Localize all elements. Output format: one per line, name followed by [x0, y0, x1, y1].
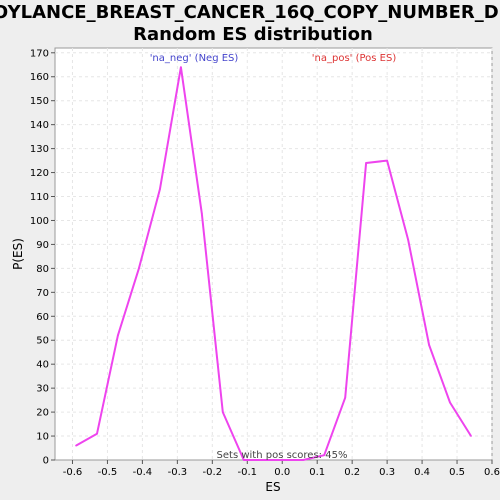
y-tick-label: 160 [30, 72, 49, 83]
es-data-point [323, 454, 325, 457]
y-tick-label: 130 [30, 144, 49, 155]
y-tick-label: 90 [36, 240, 49, 251]
y-axis-label: P(ES) [11, 238, 25, 270]
es-data-point [386, 159, 388, 162]
es-data-point [344, 396, 346, 399]
pos-es-annotation: 'na_pos' (Pos ES) [312, 53, 397, 64]
chart-title-line2: Random ES distribution [133, 24, 373, 45]
es-data-point [138, 267, 140, 270]
y-tick-label: 20 [36, 408, 49, 419]
es-data-point [281, 459, 284, 461]
es-data-point [201, 212, 203, 215]
es-data-point [302, 459, 305, 461]
es-data-point [470, 435, 472, 437]
axes: -0.6 -0.5 -0.4 -0.3 -0.2 -0.1 0.0 0.1 0.2 0.3 0.4 0… [30, 48, 500, 478]
plot-area [54, 47, 493, 461]
x-tick-label: 0.0 [274, 467, 290, 478]
series-layer [75, 66, 472, 461]
y-tick-label: 0 [43, 456, 49, 467]
x-tick-label: 0.3 [379, 467, 395, 478]
x-tick-label: -0.3 [168, 467, 188, 478]
es-data-point [180, 66, 182, 68]
x-tick-label: 0.6 [484, 467, 500, 478]
es-data-point [96, 432, 98, 435]
pos-scores-footer: Sets with pos scores: 45% [217, 450, 348, 461]
y-tick-label: 60 [36, 312, 49, 323]
es-data-point [428, 344, 430, 346]
y-tick-label: 50 [36, 336, 49, 347]
y-tick-label: 120 [30, 168, 49, 179]
x-tick-label: -0.2 [203, 467, 223, 478]
es-data-point [159, 188, 161, 191]
es-distribution-line [75, 66, 472, 461]
x-tick-label: 0.5 [449, 467, 465, 478]
y-tick-label: 100 [30, 216, 49, 227]
y-tick-label: 10 [36, 432, 49, 443]
x-tick-label: 0.2 [344, 467, 360, 478]
y-tick-label: 140 [30, 120, 49, 131]
es-data-point [117, 334, 119, 337]
x-axis-label: ES [265, 480, 280, 494]
y-tick-label: 40 [36, 360, 49, 371]
x-tick-label: -0.4 [133, 467, 153, 478]
es-data-point [449, 401, 451, 404]
es-data-point [222, 411, 224, 413]
es-data-point [263, 459, 266, 461]
x-tick-label: -0.6 [63, 467, 83, 478]
es-data-point [407, 238, 409, 241]
y-tick-label: 30 [36, 384, 49, 395]
x-tick-label: -0.1 [238, 467, 258, 478]
x-tick-label: 0.1 [309, 467, 325, 478]
es-data-point [365, 162, 367, 164]
x-tick-label: 0.4 [414, 467, 430, 478]
x-tick-label: -0.5 [98, 467, 118, 478]
y-tick-label: 170 [30, 48, 49, 59]
y-tick-label: 150 [30, 96, 49, 107]
chart-title-line1: ROYLANCE_BREAST_CANCER_16Q_COPY_NUMBER_D… [0, 2, 500, 23]
y-tick-label: 80 [36, 264, 49, 275]
y-tick-label: 70 [36, 288, 49, 299]
y-tick-label: 110 [30, 192, 49, 203]
neg-es-annotation: 'na_neg' (Neg ES) [150, 53, 239, 64]
es-data-point [75, 444, 77, 447]
es-data-point [242, 459, 245, 461]
